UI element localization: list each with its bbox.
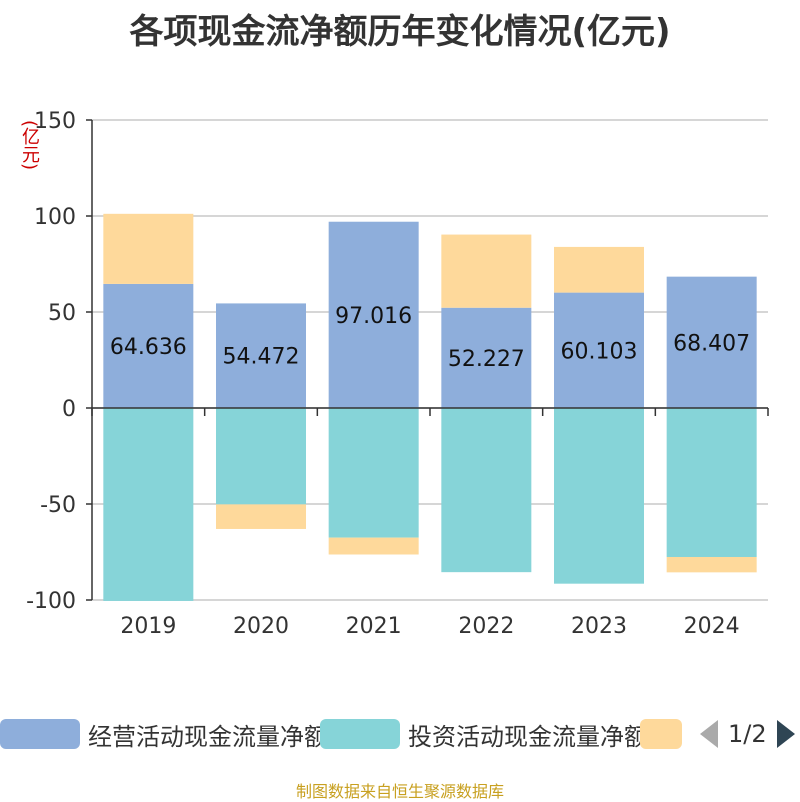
bar-series-0-2019 (103, 283, 194, 408)
x-tick-label: 2023 (571, 614, 627, 639)
x-tick-label: 2019 (120, 614, 176, 639)
bar-series-2-2019 (103, 213, 194, 284)
legend-swatch-operating (0, 719, 80, 749)
bar-series-0-2020 (216, 303, 306, 408)
data-source-note: 制图数据来自恒生聚源数据库 (295, 782, 504, 801)
legend-label-operating: 经营活动现金流量净额 (88, 722, 328, 751)
bar-series-1-2023 (554, 408, 644, 584)
x-tick-label: 2024 (684, 614, 740, 639)
legend-pager: 1/2 (700, 712, 795, 756)
y-tick-label: -100 (26, 589, 76, 614)
y-tick-label: -50 (40, 493, 76, 518)
bar-series-1-2022 (441, 408, 532, 573)
bar-series-1-2021 (328, 408, 419, 538)
chevron-right-icon[interactable] (776, 720, 795, 748)
bar-series-1-2019 (103, 408, 194, 601)
bar-series-2-2023 (554, 246, 644, 293)
bar-series-0-2024 (666, 276, 757, 408)
bar-series-1-2020 (216, 408, 306, 505)
legend-swatch-investing (320, 719, 400, 749)
y-tick-label: 0 (62, 397, 76, 422)
legend-item-third[interactable] (640, 712, 682, 756)
data-label: 97.016 (335, 304, 412, 329)
data-label: 54.472 (223, 345, 300, 370)
bar-series-1-2024 (666, 408, 757, 557)
legend-swatch-third (640, 719, 682, 749)
data-label: 68.407 (673, 331, 750, 356)
x-tick-label: 2022 (458, 614, 514, 639)
bar-series-2-2024 (666, 556, 757, 573)
chart-title: 各项现金流净额历年变化情况(亿元) (129, 12, 671, 52)
bar-series-0-2023 (554, 292, 644, 408)
stacked-bar-chart: 150 100 50 0 -50 -100 2019 2020 2021 2022 2023 2024… (26, 109, 769, 639)
y-tick-label: 50 (48, 301, 76, 326)
legend-label-investing: 投资活动现金流量净额 (408, 722, 648, 751)
x-tick-label: 2021 (346, 614, 402, 639)
x-tick-label: 2020 (233, 614, 289, 639)
legend-page-indicator: 1/2 (728, 720, 767, 748)
y-axis-unit-label: (亿元) (19, 120, 40, 171)
legend-item-operating[interactable]: 经营活动现金流量净额 (0, 712, 328, 756)
legend-item-investing[interactable]: 投资活动现金流量净额 (320, 712, 648, 756)
data-label: 52.227 (448, 347, 525, 372)
y-tick-label: 100 (34, 205, 76, 230)
bar-series-2-2022 (441, 234, 532, 308)
bar-series-0-2022 (441, 307, 532, 408)
bar-series-0-2021 (328, 221, 419, 408)
chevron-left-icon[interactable] (700, 720, 718, 748)
data-label: 60.103 (561, 339, 638, 364)
bar-series-2-2020 (216, 504, 306, 529)
y-tick-label: 150 (34, 109, 76, 134)
data-label: 64.636 (110, 335, 187, 360)
legend: 经营活动现金流量净额 投资活动现金流量净额 1/2 (0, 712, 800, 756)
bar-series-2-2021 (328, 537, 419, 555)
